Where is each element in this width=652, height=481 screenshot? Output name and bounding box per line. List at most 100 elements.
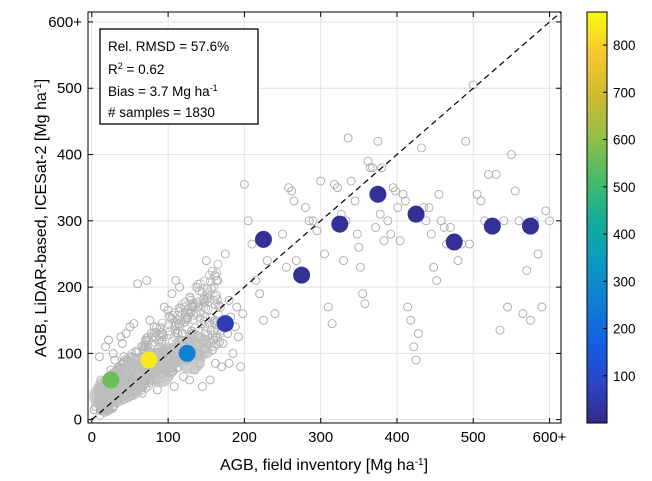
sample-point [202,293,212,303]
sample-point [281,262,291,272]
sample-point [409,342,419,352]
sample-point [165,312,175,322]
sample-point [238,309,248,319]
sample-point [403,302,413,312]
y-tick-label: 500 [57,80,82,97]
sample-point [386,229,396,239]
y-tick-label: 400 [57,147,82,164]
sample-point [212,290,222,300]
sample-point [375,209,385,219]
x-tick-label: 500 [461,429,486,446]
y-tick-label: 0 [74,412,82,429]
stats-rmsd: Rel. RMSD = 57.6% [108,39,229,54]
one-to-one-line [91,11,562,421]
sample-point [432,276,442,285]
sample-point [207,283,216,293]
sample-point [439,222,449,232]
sample-point [209,282,219,291]
sample-point [158,329,167,339]
sample-point [173,315,182,325]
sample-point [308,216,318,226]
bin-mean-marker [140,351,158,369]
sample-point [503,302,513,312]
sample-point [343,133,353,143]
sample-point [175,282,184,292]
sample-point [383,216,393,226]
sample-point [499,216,509,226]
sample-point [526,315,535,325]
colorbar-tick-label: 100 [613,369,636,384]
y-axis-ticks: 0 100 200 300 400 500 600+ [48,14,561,429]
sample-point [339,256,349,266]
sample-point [300,203,310,213]
sample-point [213,339,223,349]
sample-point [173,310,183,320]
sample-point [201,256,211,266]
sample-point [199,295,208,304]
sample-point [190,323,200,333]
sample-point [174,319,183,329]
sample-point [168,310,178,320]
sample-point [323,302,333,312]
stats-bias: Bias = 3.7 Mg ha-1 [108,83,218,99]
sample-point [291,256,301,266]
sample-point [373,136,383,146]
bin-mean-marker [445,233,463,251]
sample-point [224,295,234,305]
x-axis-label: AGB, field inventory [Mg ha-1] [220,457,428,475]
sample-point [173,328,183,338]
sample-point [243,216,253,226]
sample-point [429,262,439,272]
sample-point [194,296,204,306]
sample-point [398,189,408,199]
sample-point [220,249,230,259]
sample-point [329,179,339,189]
x-axis-ticks: 0 100 200 300 400 500 600+ [88,12,567,446]
bin-mean-marker [369,185,387,203]
sample-point [232,302,242,312]
colorbar-tick-label: 700 [613,85,636,100]
bin-mean-marker [407,205,425,223]
sample-point [391,186,400,196]
sample-point [495,325,505,335]
sample-point [110,355,120,365]
colorbar [586,11,608,424]
sample-point [537,302,547,312]
sample-point [545,216,555,226]
x-tick-label: 200 [232,429,257,446]
sample-point [346,176,356,186]
colorbar-tick-label: 600 [613,133,636,148]
sample-point [185,292,195,302]
colorbar-tick-label: 500 [613,180,636,195]
sample-point [117,339,127,348]
bin-mean-marker [293,266,311,284]
sample-point [316,176,326,186]
sample-point [167,289,177,299]
y-tick-label: 200 [57,279,82,296]
sample-point [228,348,238,358]
sample-point [354,242,364,252]
bin-mean-marker [102,371,120,389]
sample-point [379,236,389,246]
sample-point [506,150,516,159]
x-tick-label: 600+ [533,429,567,446]
bin-mean-marker [254,230,272,248]
sample-point [104,335,114,345]
x-tick-label: 300 [308,429,333,446]
sample-point [164,311,174,321]
sample-point [365,163,375,173]
sample-point [491,169,501,179]
sample-point [421,216,431,226]
sample-point [320,249,329,259]
sample-point [259,315,268,325]
stats-box: Rel. RMSD = 57.6% R2 = 0.62 Bias = 3.7 M… [99,28,259,125]
y-tick-label: 100 [57,345,82,362]
sample-point [170,320,180,330]
sample-point [541,206,551,216]
sample-point [465,239,474,249]
sample-point [514,216,524,226]
sample-point [116,332,126,342]
sample-point [352,229,362,239]
sample-point [278,229,287,239]
sample-point [327,319,337,329]
